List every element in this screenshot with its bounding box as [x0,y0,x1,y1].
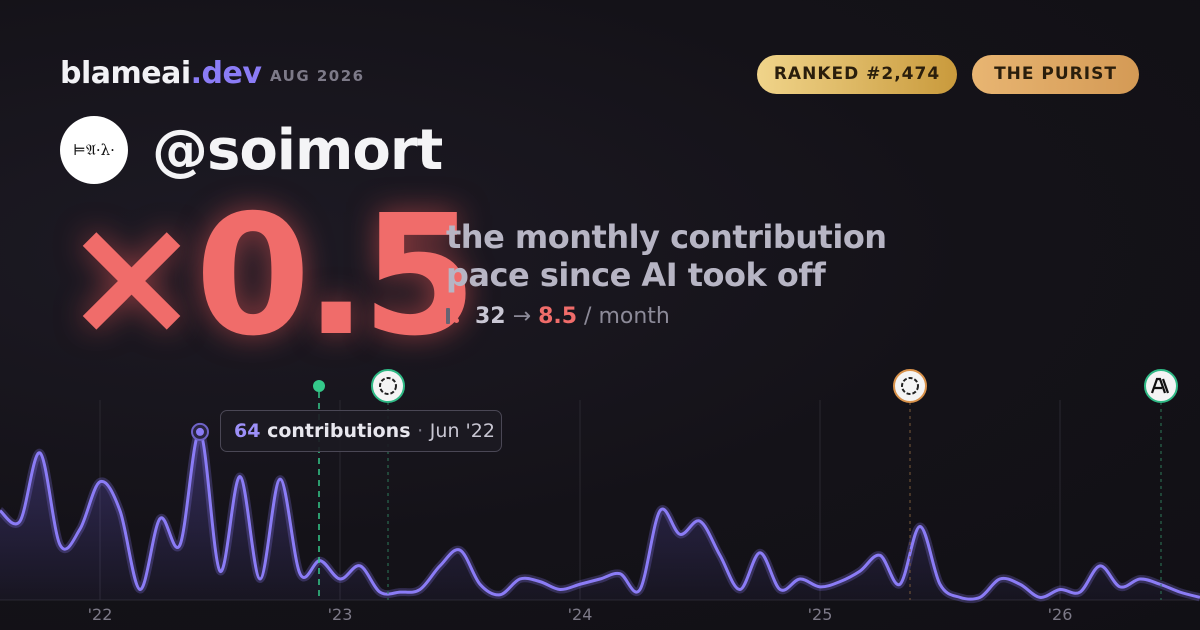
event-markers [313,369,1178,600]
tooltip-value: 64 [234,420,261,442]
brand: blameai.dev [60,56,262,91]
tooltip-date: Jun '22 [429,420,495,442]
avatar: ⊨𝔄·λ· [60,116,128,184]
event-icon-glyph [379,377,397,395]
caption: the monthly contribution [446,218,887,256]
after-value: 8.5 [538,304,578,329]
x-tick-label: '22 [88,605,113,624]
area [0,431,1200,600]
event-icon [1144,369,1178,403]
brand-suffix: .dev [190,56,262,91]
tooltip-text: contributions [267,420,411,442]
highlight-point-core [196,427,204,436]
event-icon [893,369,927,403]
tooltip: 64 contributions · Jun '22 [220,410,502,452]
before-value: 32 [475,304,506,329]
caption: pace since AI took off [446,256,826,294]
x-tick-label: '26 [1048,605,1073,624]
line [0,430,1200,601]
handle: @soimort [152,118,443,183]
x-tick-label: '24 [568,605,593,624]
arrow: → [512,304,532,329]
brand-name: blameai [60,56,191,91]
date: AUG 2026 [270,67,365,85]
stat-icon [454,318,459,323]
stat-icon [446,308,450,324]
event-icon [371,369,405,403]
multiplier: ×0.5 [62,180,477,373]
badge: THE PURIST [972,55,1139,94]
stat-line: 32 → 8.5 / month [446,304,670,329]
event-icon-glyph [1150,377,1170,394]
event-icon-glyph [901,377,919,395]
badge: RANKED #2,474 [757,55,957,94]
event-dot [313,380,325,392]
tooltip-separator: · [417,420,424,442]
unit: / month [584,304,670,329]
x-tick-label: '25 [808,605,833,624]
x-tick-label: '23 [328,605,353,624]
